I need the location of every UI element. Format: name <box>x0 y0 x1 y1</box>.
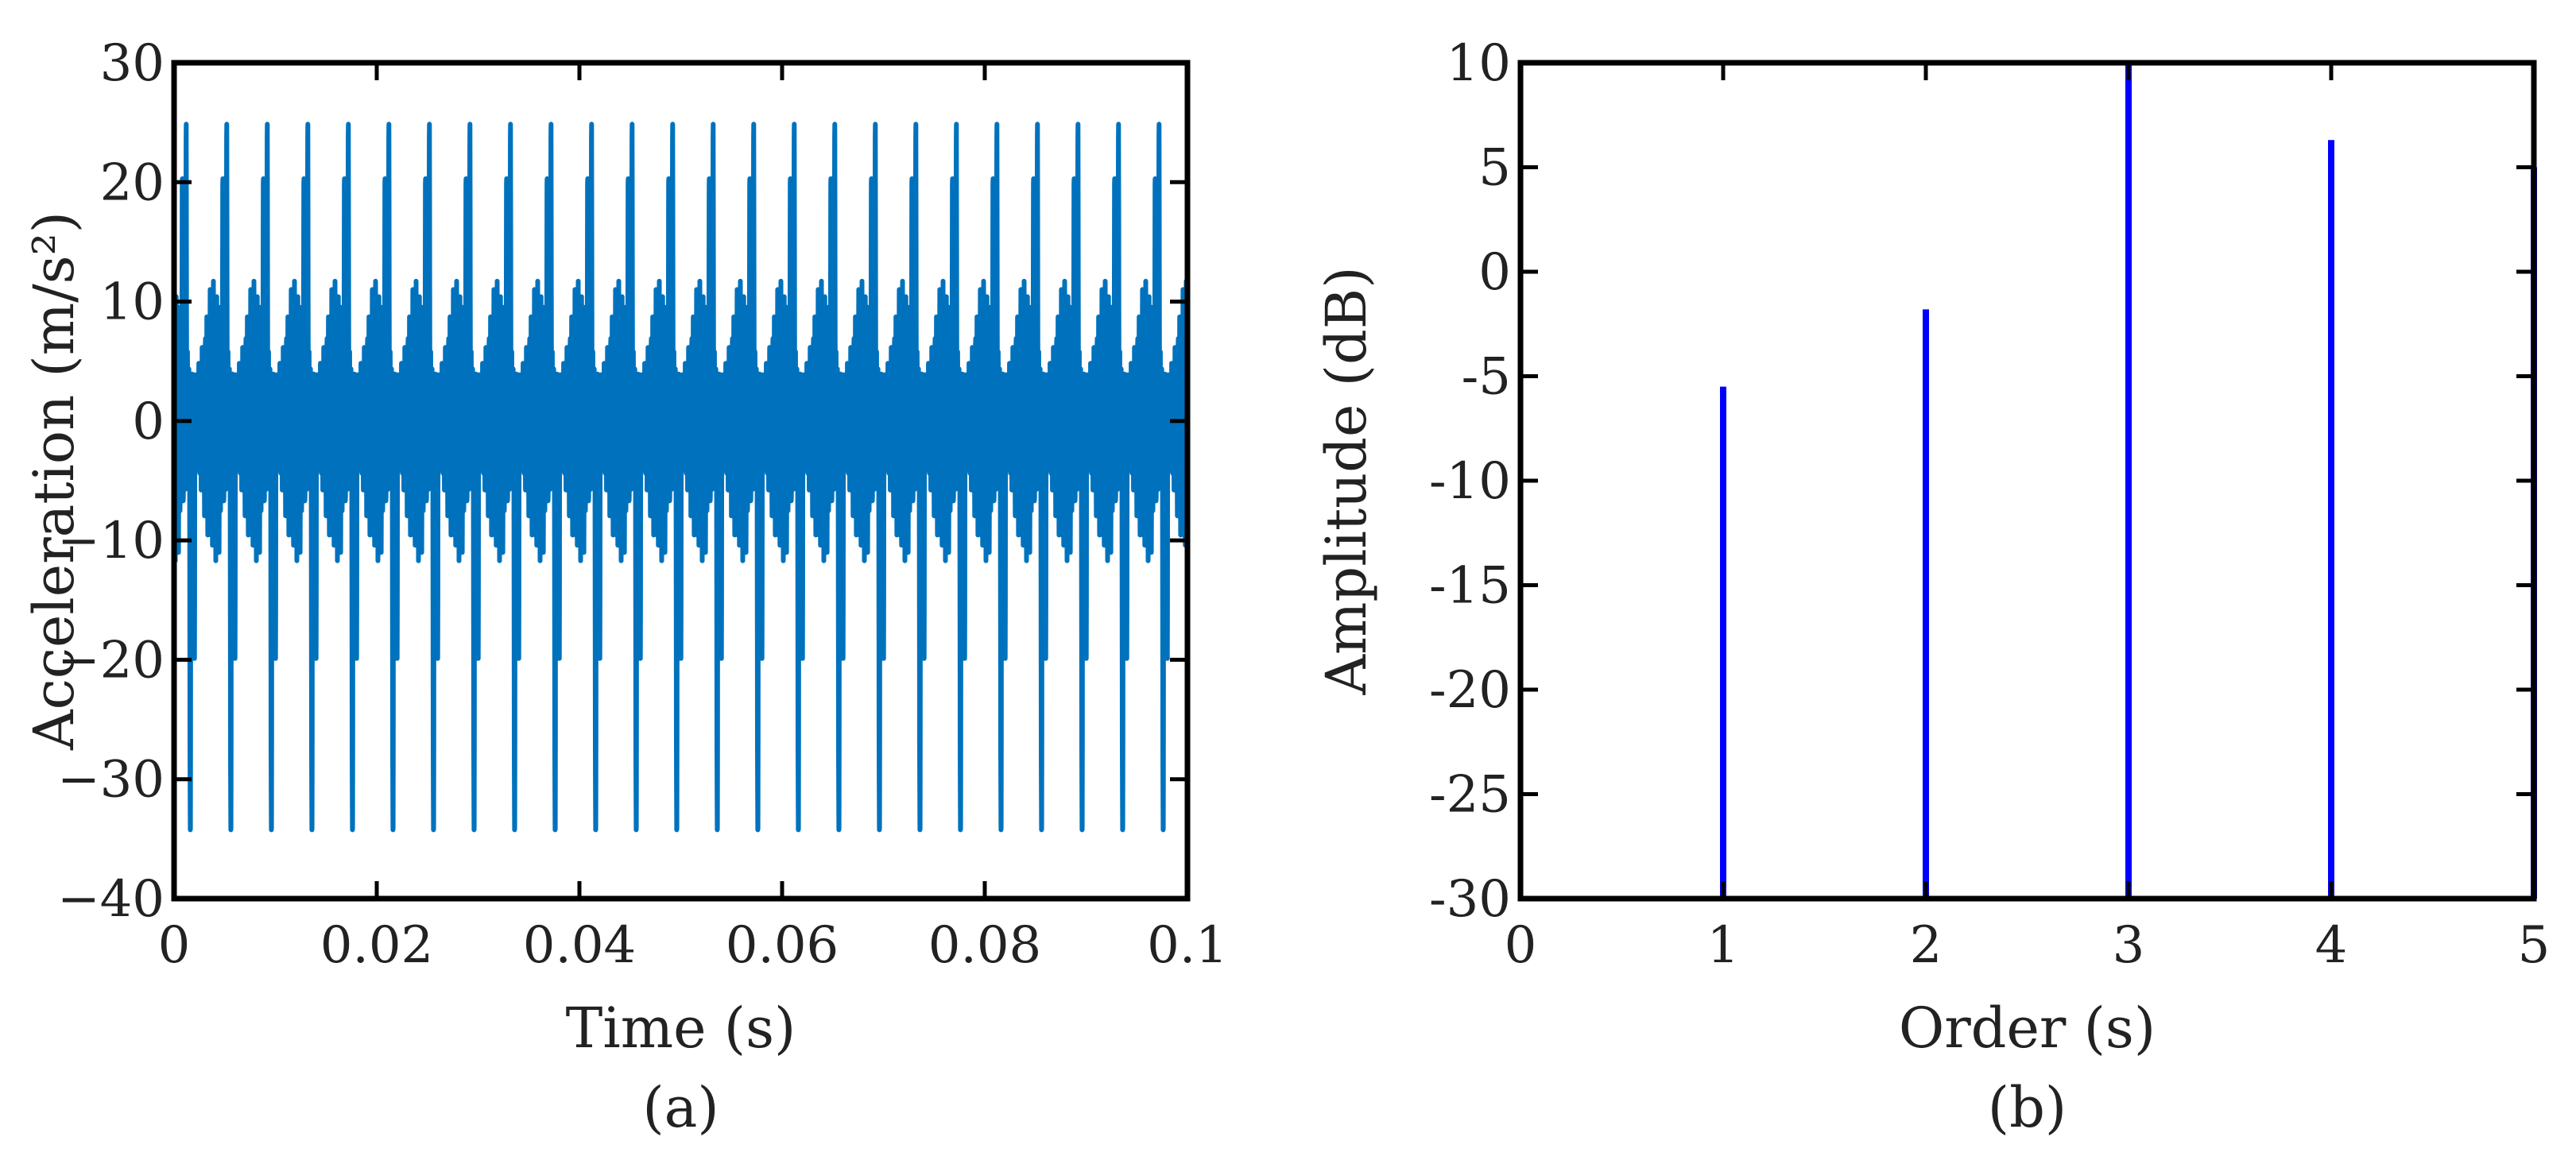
chart-a-axes-frame <box>171 60 1191 902</box>
y-tick-label: 20 <box>100 153 165 212</box>
chart-a-y-ticks: 30 20 10 0 −10 −20 −30 −40 <box>57 34 1187 929</box>
y-tick-label: 10 <box>100 273 165 332</box>
x-tick-label: 3 <box>2113 916 2145 975</box>
y-tick-label: 5 <box>1478 139 1511 198</box>
y-tick-label: -20 <box>1429 661 1511 720</box>
x-tick-label: 5 <box>2518 916 2551 975</box>
y-tick-label: -15 <box>1429 557 1511 616</box>
y-tick-label: −40 <box>57 870 165 929</box>
y-tick-label: 30 <box>100 34 165 93</box>
x-tick-label: 0.1 <box>1147 916 1228 975</box>
x-tick-label: 2 <box>1910 916 1943 975</box>
x-tick-label: 0.06 <box>726 916 839 975</box>
chart-b-x-ticks: 0 1 2 3 4 5 <box>1505 63 2551 975</box>
x-tick-label: 0 <box>1505 916 1537 975</box>
chart-a-time-signal: 0 0.02 0.04 0.06 0.08 0.1 30 20 10 0 −10 −20 −30 −40… <box>21 34 1228 1140</box>
y-tick-label: -30 <box>1429 870 1511 929</box>
y-tick-label: 0 <box>1478 243 1511 302</box>
chart-b-y-axis-label: Amplitude (dB) <box>1314 266 1379 695</box>
chart-b-order-spectrum: 0 1 2 3 4 5 10 5 0 -5 -10 -15 -20 -25 -30 Order (s) A… <box>1314 34 2550 1140</box>
x-tick-label: 0 <box>158 916 191 975</box>
y-tick-label: 0 <box>132 393 165 451</box>
y-tick-label: -25 <box>1429 766 1511 825</box>
acceleration-signal-trace <box>172 122 1190 833</box>
y-tick-label: −20 <box>57 631 165 690</box>
x-tick-label: 0.02 <box>320 916 434 975</box>
y-tick-label: −30 <box>57 751 165 810</box>
x-tick-label: 4 <box>2315 916 2348 975</box>
chart-a-x-axis-label: Time (s) <box>566 996 796 1061</box>
chart-a-y-axis-label: Acceleration (m/s²) <box>21 211 87 751</box>
chart-b-y-ticks: 10 5 0 -5 -10 -15 -20 -25 -30 <box>1429 34 2534 929</box>
chart-a-x-ticks: 0 0.02 0.04 0.06 0.08 0.1 <box>158 63 1228 975</box>
x-tick-label: 0.08 <box>928 916 1042 975</box>
x-tick-label: 0.04 <box>523 916 637 975</box>
acceleration-signal-line <box>172 122 1190 833</box>
y-tick-label: -10 <box>1429 452 1511 511</box>
chart-b-x-axis-label: Order (s) <box>1899 996 2156 1061</box>
order-amplitude-stems <box>1720 63 2537 899</box>
chart-b-axes-frame <box>1517 60 2537 902</box>
x-tick-label: 1 <box>1707 916 1740 975</box>
chart-a-caption: (a) <box>642 1075 719 1140</box>
chart-b-caption: (b) <box>1988 1075 2067 1140</box>
y-tick-label: -5 <box>1462 348 1511 407</box>
y-tick-label: 10 <box>1447 34 1511 93</box>
y-tick-label: −10 <box>57 512 165 570</box>
